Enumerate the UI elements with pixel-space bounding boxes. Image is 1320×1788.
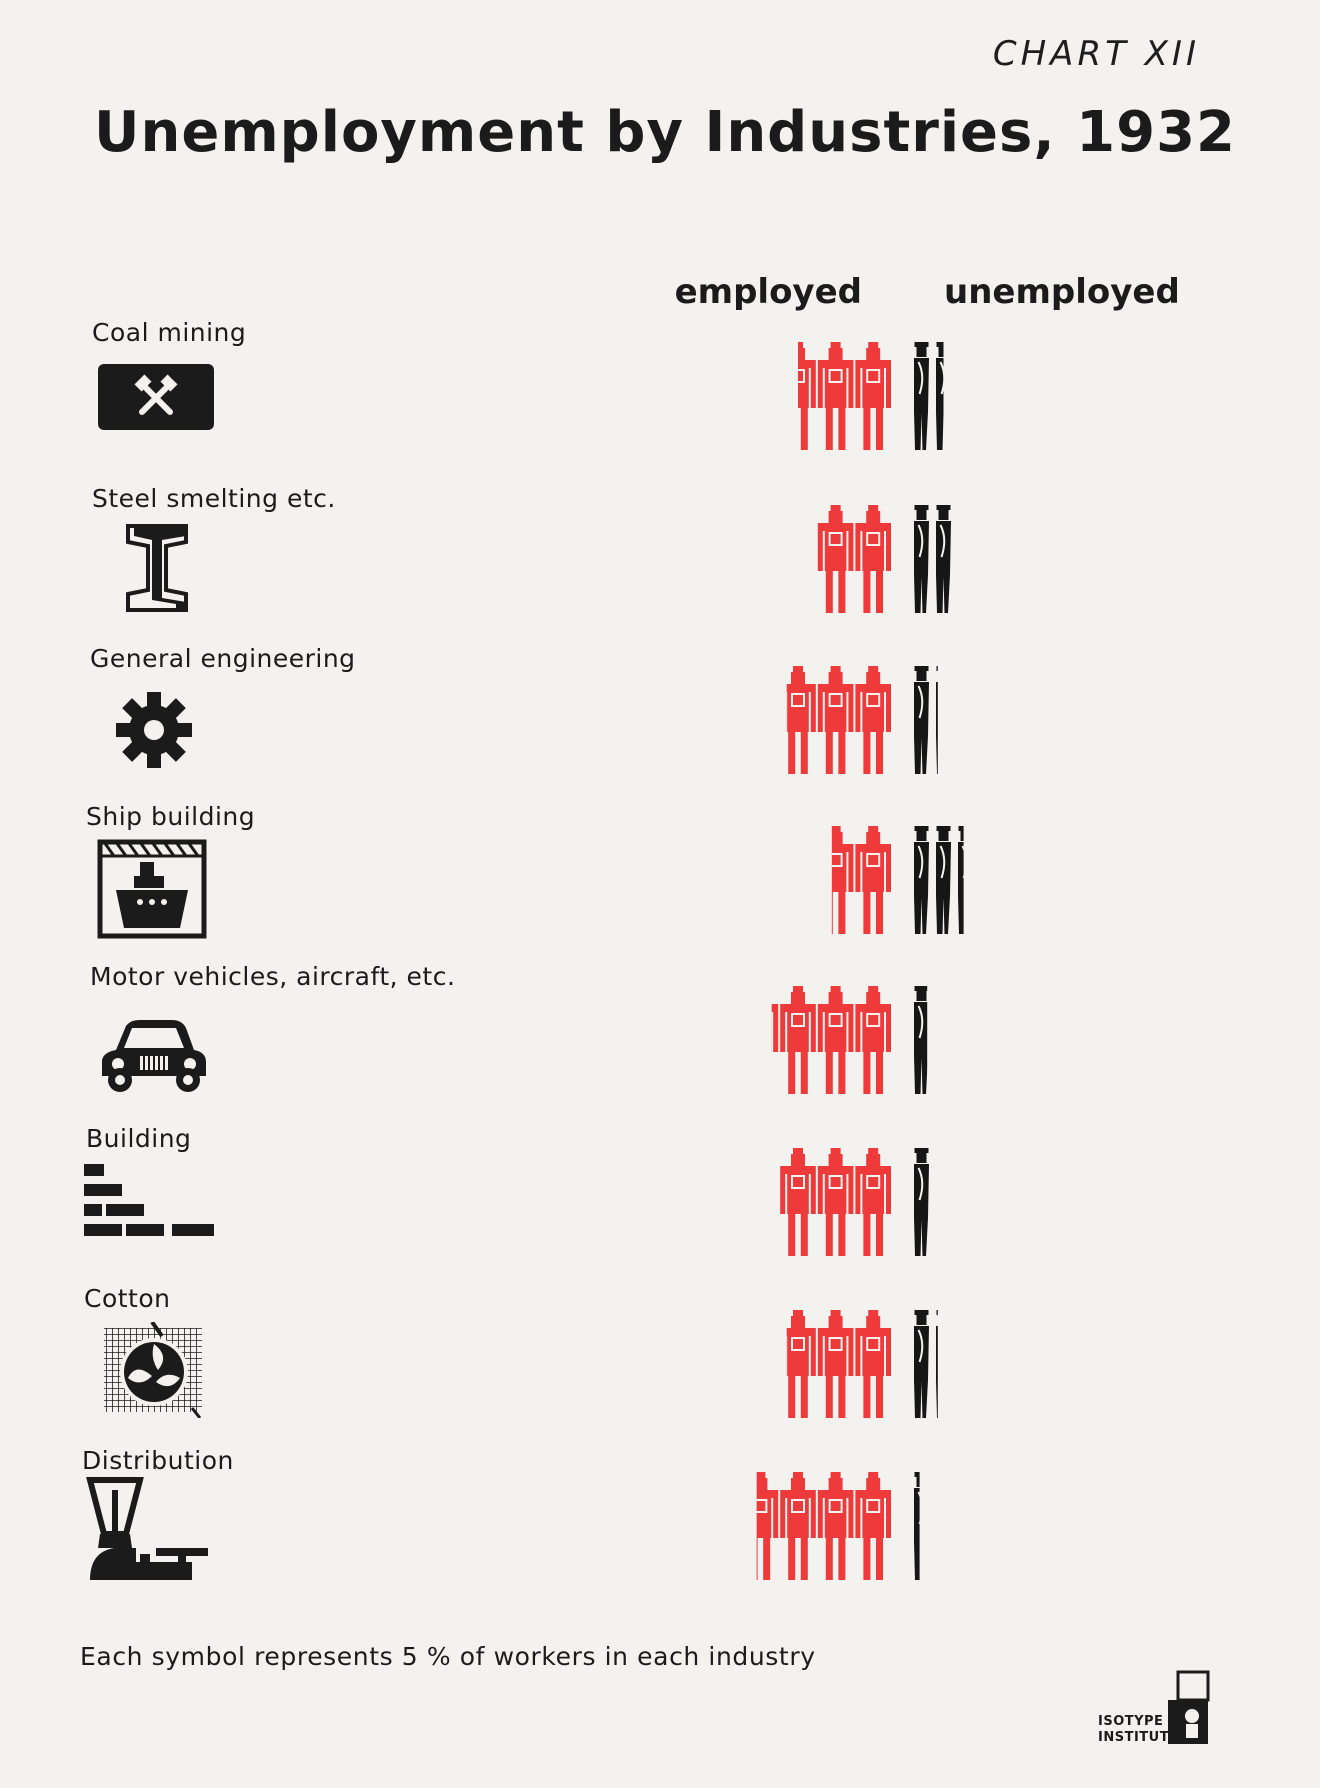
employed-figure [855,505,891,613]
category-label-steel-smelting: Steel smelting etc. [92,484,336,513]
isotype-institute-logo: ISOTYPE INSTITUTE [1098,1670,1216,1750]
employed-figure [817,505,854,613]
employed-figure [855,666,891,774]
unemployed-figure [914,342,929,450]
pictogram-row [771,986,928,1094]
employed-figure [855,1472,891,1580]
bricks-icon [84,1164,214,1236]
employed-figure [855,1310,891,1418]
pictogram-row [786,1310,938,1418]
unemployed-figure [914,505,929,613]
steel-beam-icon [126,524,188,612]
employed-figure [780,986,816,1094]
pictogram-row [798,342,944,450]
employed-figure [780,1148,816,1256]
unemployed-figure-partial [936,342,944,450]
category-label-ship-building: Ship building [86,802,256,831]
unemployed-figure-partial [936,666,938,774]
employed-figure [855,342,891,450]
employed-figure [780,1472,816,1580]
pictogram-row [780,1148,929,1256]
chart-number: CHART XII [992,34,1200,74]
category-label-distribution: Distribution [82,1446,234,1475]
category-label-general-engineering: General engineering [90,644,356,673]
employed-figure-partial [771,1004,779,1052]
chart-title: Unemployment by Industries, 1932 [94,100,1236,165]
ship-icon [97,839,207,939]
employed-figure [855,826,891,934]
category-label-coal-mining: Coal mining [92,318,247,347]
employed-figure-partial [786,666,816,774]
unemployed-figure-partial [936,1310,938,1418]
employed-figure [817,342,854,450]
employed-figure-partial [786,1310,816,1418]
logo-text-line1: ISOTYPE [1098,1714,1164,1729]
employed-figure-partial [756,1472,779,1580]
employed-figure [855,1148,891,1256]
pictogram-row [817,505,951,613]
pictogram-row [756,1472,920,1580]
unemployed-figure-partial [914,986,928,1094]
unemployed-figure [914,826,929,934]
logo-text-line2: INSTITUTE [1098,1730,1179,1745]
pictogram-row [786,666,938,774]
employed-figure [817,666,854,774]
employed-figure [855,986,891,1094]
category-label-cotton: Cotton [84,1284,171,1313]
category-label-motor-vehicles: Motor vehicles, aircraft, etc. [90,962,456,991]
hammer-pick-icon [98,364,214,430]
unemployed-figure [914,1148,929,1256]
scale-icon [86,1477,208,1580]
logo-figure-icon [1168,1670,1210,1744]
unemployed-figure [914,666,929,774]
unemployed-figure-partial [958,826,964,934]
unemployed-column-header: unemployed [944,272,1180,312]
footnote: Each symbol represents 5 % of workers in… [80,1642,816,1671]
employed-figure [817,1148,854,1256]
unemployed-figure [936,826,951,934]
employed-figure-partial [798,342,816,450]
car-icon [102,1020,206,1092]
cotton-boll-icon [104,1322,202,1418]
unemployed-figure [936,505,951,613]
employed-figure-partial [831,826,854,934]
employed-column-header: employed [674,272,862,312]
category-label-building: Building [86,1124,192,1153]
employed-figure [817,986,854,1094]
employed-figure [817,1472,854,1580]
gear-icon [116,692,192,768]
employed-figure [817,1310,854,1418]
pictogram-row [831,826,964,934]
unemployed-figure-partial [914,1472,920,1580]
unemployed-figure [914,1310,929,1418]
